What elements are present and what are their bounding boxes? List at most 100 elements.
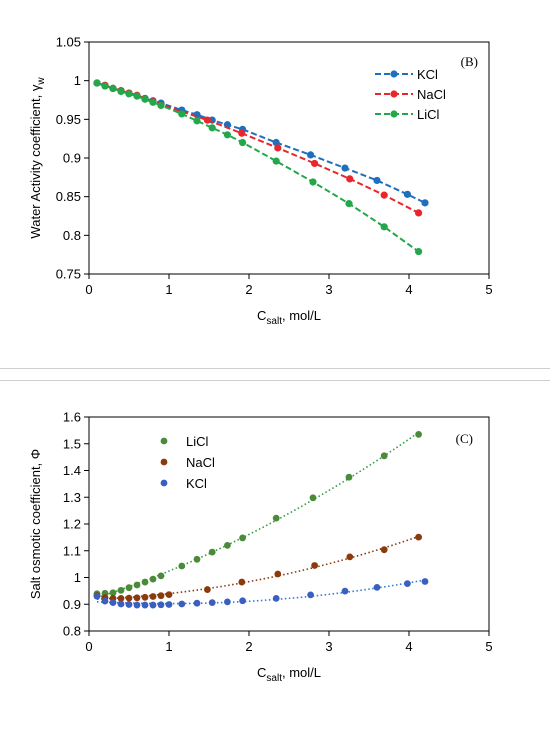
series-line-licl	[96, 82, 420, 253]
y-axis-label: Water Activity coefficient, γw	[28, 77, 47, 239]
y-tick-label: 0.8	[63, 228, 81, 243]
x-tick-label: 1	[165, 282, 172, 297]
x-tick-label: 3	[325, 282, 332, 297]
data-point-kcl	[165, 601, 173, 608]
data-point-nacl	[149, 593, 157, 600]
data-point-kcl	[93, 592, 101, 600]
y-tick-label: 0.85	[56, 189, 81, 204]
data-point-licl	[309, 178, 317, 186]
x-axis-label-main: C	[257, 665, 266, 680]
data-point-kcl	[101, 597, 109, 605]
data-point-nacl	[346, 175, 354, 183]
y-tick-label: 1	[74, 73, 81, 88]
x-tick-label: 5	[485, 282, 492, 297]
data-point-nacl	[204, 586, 211, 593]
legend-label-nacl: NaCl	[186, 455, 215, 470]
data-point-licl	[380, 223, 388, 231]
data-point-kcl	[373, 176, 381, 185]
data-point-licl	[141, 95, 149, 103]
data-point-nacl	[117, 594, 125, 602]
y-tick-label: 1.4	[63, 463, 81, 478]
data-point-licl	[157, 101, 165, 110]
x-tick-label: 5	[485, 639, 492, 654]
water-activity-chart: 0 1 2 3 4 5 0.75 0.8 0.85 0.9 0.95 1 1.05 Csalt, mol/…	[28, 35, 493, 328]
data-point-kcl	[272, 138, 280, 147]
data-point-licl	[208, 124, 216, 132]
panel-label: (B)	[461, 54, 478, 69]
data-point-nacl	[125, 594, 133, 602]
data-point-kcl	[403, 190, 411, 198]
y-tick-label: 1.05	[56, 35, 81, 50]
data-point-kcl	[224, 598, 231, 606]
data-point-licl	[109, 84, 117, 92]
data-point-nacl	[415, 209, 423, 217]
y-axis-label-sub: w	[36, 77, 47, 86]
data-point-kcl	[341, 164, 349, 172]
data-point-licl	[345, 200, 353, 208]
y-axis-label-main: Water Activity coefficient, γ	[28, 84, 43, 238]
trend-line-kcl	[96, 579, 426, 605]
data-point-kcl	[193, 599, 201, 607]
data-point-licl	[193, 117, 201, 125]
data-point-licl	[178, 110, 186, 118]
data-point-licl	[117, 586, 125, 594]
legend-marker-kcl	[160, 479, 168, 487]
data-point-kcl	[404, 580, 411, 588]
data-point-licl	[109, 589, 117, 597]
data-point-licl	[193, 555, 201, 563]
data-point-licl	[149, 98, 157, 106]
legend-marker-licl	[390, 110, 398, 118]
data-point-licl	[345, 473, 353, 481]
data-point-kcl	[149, 601, 157, 609]
data-point-kcl	[178, 600, 186, 608]
panel-b: 0 1 2 3 4 5 0.75 0.8 0.85 0.9 0.95 1 1.05 Csalt, mol/…	[28, 34, 493, 328]
panel-label: (C)	[456, 431, 473, 446]
data-point-licl	[93, 79, 101, 87]
y-tick-label: 1.6	[63, 410, 81, 425]
data-point-licl	[125, 584, 133, 592]
data-point-licl	[178, 562, 186, 570]
x-tick-label: 2	[245, 639, 252, 654]
data-point-kcl	[307, 591, 314, 599]
data-point-licl	[208, 548, 216, 556]
data-point-licl	[415, 247, 423, 256]
legend-marker-nacl	[390, 90, 398, 98]
data-point-nacl	[238, 578, 246, 586]
data-point-licl	[133, 92, 141, 100]
x-axis-label-sub: salt	[266, 316, 282, 327]
legend-label-licl: LiCl	[417, 107, 440, 122]
x-axis-label-main: C	[257, 308, 266, 323]
legend-label-kcl: KCl	[186, 476, 207, 491]
y-tick-label: 0.9	[63, 597, 81, 612]
data-point-nacl	[311, 562, 318, 569]
data-point-kcl	[109, 599, 117, 607]
x-tick-label: 3	[325, 639, 332, 654]
y-tick-label: 0.8	[63, 624, 81, 639]
y-tick-label: 0.75	[56, 267, 81, 282]
x-axis-label-unit: , mol/L	[282, 308, 321, 323]
panel-divider	[0, 368, 550, 369]
data-point-nacl	[380, 191, 388, 199]
series-line-kcl	[96, 82, 426, 204]
y-tick-label: 1.3	[63, 490, 81, 505]
x-tick-label: 1	[165, 639, 172, 654]
data-point-nacl	[274, 570, 282, 578]
data-point-licl	[224, 542, 231, 549]
data-point-licl	[223, 131, 231, 139]
x-tick-label: 0	[85, 639, 92, 654]
data-point-nacl	[133, 594, 141, 602]
data-point-kcl	[133, 601, 141, 609]
panel-c: 0 1 2 3 4 5 0.8 0.9 1 1.1 1.2 1.3 1.4 1.5 1.6 Csalt, mo…	[0, 380, 550, 733]
y-axis-label: Salt osmotic coefficient, Φ	[28, 449, 43, 599]
y-axis-label-main: Salt osmotic coefficient, Φ	[28, 449, 43, 599]
data-point-licl	[157, 572, 165, 580]
data-point-licl	[415, 430, 422, 438]
data-point-kcl	[157, 601, 165, 609]
data-point-kcl	[208, 599, 216, 607]
data-point-licl	[272, 157, 280, 165]
data-point-nacl	[141, 593, 149, 601]
data-point-licl	[272, 514, 280, 522]
data-point-nacl	[157, 592, 165, 600]
data-point-nacl	[415, 533, 422, 541]
data-point-licl	[101, 82, 109, 90]
